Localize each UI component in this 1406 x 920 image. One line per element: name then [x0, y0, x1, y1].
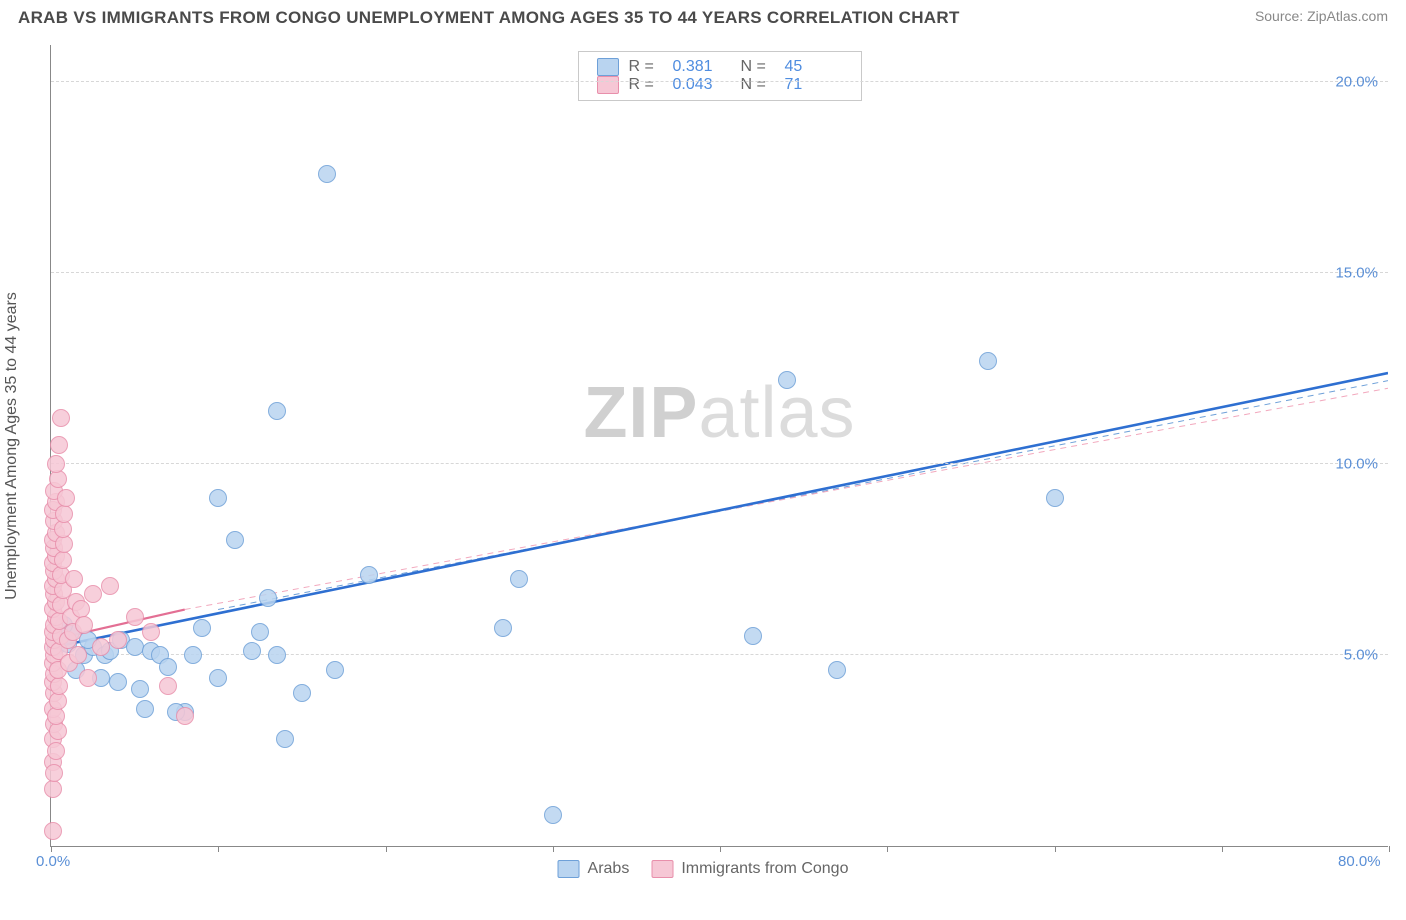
r-value-congo: 0.043	[673, 76, 731, 94]
data-point-arabs	[510, 570, 528, 588]
data-point-arabs	[268, 402, 286, 420]
data-point-congo	[142, 623, 160, 641]
legend-row-arabs: R = 0.381 N = 45	[597, 58, 843, 76]
trend-lines	[51, 45, 1388, 846]
legend-item-arabs: Arabs	[558, 860, 630, 878]
n-value-arabs: 45	[785, 58, 843, 76]
swatch-congo	[597, 76, 619, 94]
data-point-congo	[44, 822, 62, 840]
x-tick	[218, 846, 219, 852]
data-point-arabs	[259, 589, 277, 607]
x-tick	[1055, 846, 1056, 852]
data-point-congo	[176, 707, 194, 725]
data-point-arabs	[251, 623, 269, 641]
data-point-congo	[159, 677, 177, 695]
data-point-arabs	[109, 673, 127, 691]
data-point-congo	[50, 677, 68, 695]
gridline	[51, 81, 1388, 82]
data-point-congo	[65, 570, 83, 588]
swatch-arabs-icon	[558, 860, 580, 878]
data-point-congo	[49, 470, 67, 488]
data-point-congo	[50, 436, 68, 454]
data-point-congo	[79, 669, 97, 687]
data-point-arabs	[778, 371, 796, 389]
data-point-congo	[45, 764, 63, 782]
data-point-arabs	[318, 165, 336, 183]
data-point-congo	[75, 616, 93, 634]
data-point-congo	[109, 631, 127, 649]
y-tick-label: 5.0%	[1344, 647, 1378, 664]
x-tick	[887, 846, 888, 852]
data-point-arabs	[268, 646, 286, 664]
x-axis-min-label: 0.0%	[36, 853, 70, 920]
n-value-congo: 71	[785, 76, 843, 94]
x-tick	[553, 846, 554, 852]
data-point-arabs	[184, 646, 202, 664]
x-tick	[1222, 846, 1223, 852]
chart-title: ARAB VS IMMIGRANTS FROM CONGO UNEMPLOYME…	[18, 8, 960, 28]
data-point-arabs	[979, 352, 997, 370]
x-axis-max-label: 80.0%	[1338, 853, 1406, 920]
data-point-congo	[69, 646, 87, 664]
y-tick-label: 10.0%	[1335, 456, 1378, 473]
data-point-arabs	[360, 566, 378, 584]
data-point-arabs	[126, 638, 144, 656]
data-point-arabs	[544, 806, 562, 824]
data-point-congo	[55, 535, 73, 553]
data-point-arabs	[209, 489, 227, 507]
x-tick	[386, 846, 387, 852]
data-point-congo	[84, 585, 102, 603]
data-point-arabs	[226, 531, 244, 549]
y-tick-label: 20.0%	[1335, 74, 1378, 91]
chart-plot-area: ZIPatlas R = 0.381 N = 45 R = 0.043 N = …	[50, 45, 1388, 847]
data-point-arabs	[159, 658, 177, 676]
data-point-congo	[49, 722, 67, 740]
x-tick	[720, 846, 721, 852]
gridline	[51, 463, 1388, 464]
data-point-arabs	[1046, 489, 1064, 507]
data-point-arabs	[828, 661, 846, 679]
data-point-arabs	[744, 627, 762, 645]
data-point-arabs	[136, 700, 154, 718]
data-point-congo	[47, 742, 65, 760]
data-point-congo	[47, 455, 65, 473]
data-point-congo	[92, 638, 110, 656]
legend-item-congo: Immigrants from Congo	[651, 860, 848, 878]
gridline	[51, 272, 1388, 273]
data-point-congo	[126, 608, 144, 626]
data-point-arabs	[326, 661, 344, 679]
correlation-legend: R = 0.381 N = 45 R = 0.043 N = 71	[578, 51, 862, 101]
watermark: ZIPatlas	[583, 372, 855, 454]
data-point-arabs	[209, 669, 227, 687]
y-axis-title: Unemployment Among Ages 35 to 44 years	[3, 292, 21, 600]
legend-row-congo: R = 0.043 N = 71	[597, 76, 843, 94]
y-tick-label: 15.0%	[1335, 265, 1378, 282]
x-tick	[51, 846, 52, 852]
data-point-congo	[52, 409, 70, 427]
data-point-arabs	[193, 619, 211, 637]
source-label: Source: ZipAtlas.com	[1255, 8, 1388, 24]
data-point-arabs	[243, 642, 261, 660]
data-point-congo	[101, 577, 119, 595]
data-point-arabs	[131, 680, 149, 698]
swatch-congo-icon	[651, 860, 673, 878]
data-point-congo	[57, 489, 75, 507]
data-point-arabs	[276, 730, 294, 748]
data-point-arabs	[494, 619, 512, 637]
r-value-arabs: 0.381	[673, 58, 731, 76]
swatch-arabs	[597, 58, 619, 76]
series-legend: Arabs Immigrants from Congo	[558, 860, 849, 878]
x-tick	[1389, 846, 1390, 852]
data-point-arabs	[293, 684, 311, 702]
